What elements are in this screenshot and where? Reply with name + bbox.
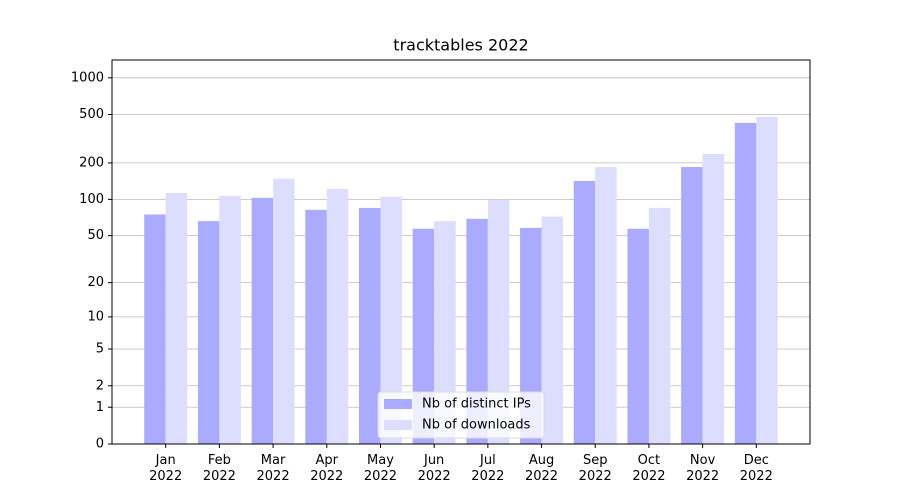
x-tick-label: Oct 2022	[632, 453, 665, 484]
y-tick-label: 200	[79, 155, 104, 170]
bar	[466, 218, 488, 444]
bar	[702, 153, 725, 444]
bar	[734, 122, 757, 445]
x-tick-label: Jun 2022	[418, 453, 451, 484]
bar	[273, 178, 295, 444]
bar	[627, 228, 649, 444]
legend-swatch	[384, 420, 412, 430]
chart-title: tracktables 2022	[393, 36, 528, 55]
legend-label: Nb of downloads	[422, 418, 531, 433]
bar	[434, 221, 456, 444]
x-tick-label: Nov 2022	[686, 453, 719, 484]
x-tick-label: Jan 2022	[149, 453, 182, 484]
x-tick-label: Mar 2022	[257, 453, 290, 484]
y-tick-label: 50	[87, 228, 104, 243]
bar	[595, 167, 617, 444]
y-tick-label: 500	[79, 107, 104, 122]
x-tick-label: Aug 2022	[525, 453, 558, 484]
bar	[380, 196, 402, 444]
bar	[681, 167, 703, 444]
bar	[251, 197, 274, 444]
y-tick-label: 5	[96, 342, 104, 357]
y-tick-label: 1000	[71, 70, 104, 85]
x-tick-label: Sep 2022	[579, 453, 612, 484]
plot-frame	[111, 59, 811, 445]
x-tick-label: May 2022	[364, 453, 397, 484]
bar	[541, 216, 564, 444]
bar	[573, 180, 596, 444]
bar	[756, 116, 778, 444]
x-tick-label: Feb 2022	[203, 453, 236, 484]
bar	[412, 228, 435, 444]
bar	[358, 207, 381, 444]
x-tick-label: Dec 2022	[740, 453, 773, 484]
legend-label: Nb of distinct IPs	[422, 397, 531, 412]
legend: Nb of distinct IPs Nb of downloads	[377, 391, 545, 439]
bar	[144, 214, 166, 444]
bar	[520, 227, 542, 444]
y-tick-label: 0	[96, 437, 104, 452]
y-tick-label: 100	[79, 192, 104, 207]
y-tick-label: 10	[87, 309, 104, 324]
bar	[305, 209, 327, 444]
x-tick-label: Jul 2022	[471, 453, 504, 484]
y-tick-label: 20	[87, 275, 104, 290]
y-tick-label: 2	[96, 378, 104, 393]
bar	[648, 207, 671, 444]
legend-box	[377, 391, 545, 439]
legend-swatch	[384, 399, 412, 409]
bar	[487, 199, 510, 444]
bar	[326, 188, 349, 444]
bar	[165, 192, 188, 444]
bar	[197, 221, 220, 444]
y-tick-label: 1	[96, 400, 104, 415]
x-tick-label: Apr 2022	[310, 453, 343, 484]
bar	[219, 195, 241, 444]
